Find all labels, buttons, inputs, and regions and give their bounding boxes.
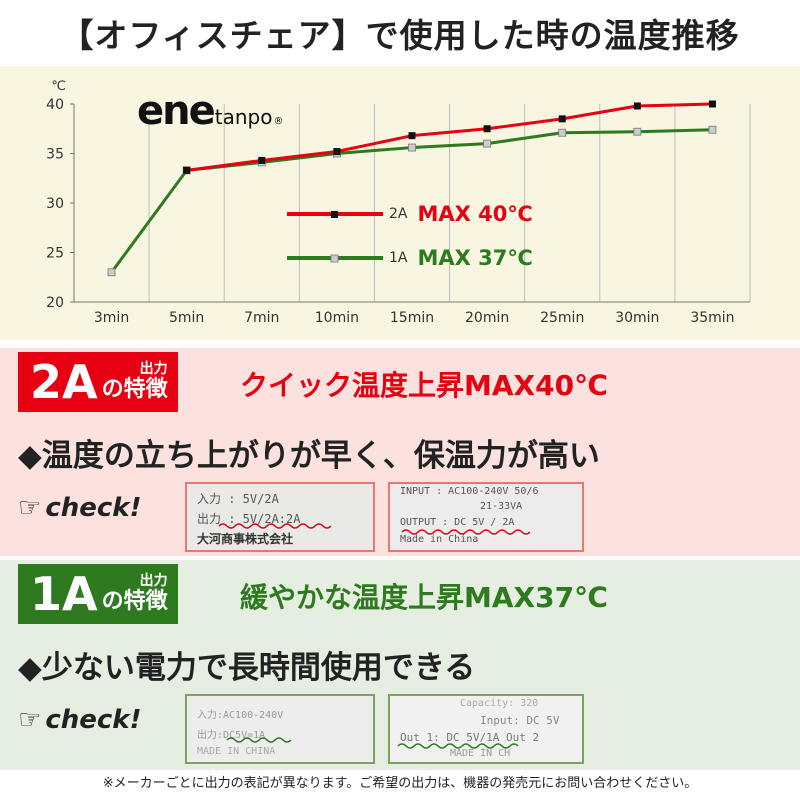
x-tick-label: 3min bbox=[94, 310, 129, 326]
wavy-underline bbox=[218, 523, 332, 529]
photo-2a-1-l1: 入力 : 5V/2A bbox=[197, 492, 279, 506]
legend-2a-max: MAX 40℃ bbox=[417, 202, 533, 226]
badge-1a-top: 出力 bbox=[139, 573, 168, 590]
data-point-2A bbox=[708, 100, 716, 108]
pointing-hand-icon: ☞ bbox=[18, 705, 42, 735]
photo-2a-1-l2: 出力 : 5V/2A:2A bbox=[197, 512, 301, 526]
y-tick-label: 20 bbox=[46, 295, 64, 311]
label-photo-2a-1: 入力 : 5V/2A 出力 : 5V/2A:2A 大河商事株式会社 bbox=[185, 482, 375, 552]
photo-2a-2-l1: INPUT : AC100-240V 50/6 bbox=[400, 486, 539, 497]
badge-2a: 2A 出力 の特徴 bbox=[18, 352, 178, 412]
x-tick-label: 35min bbox=[690, 310, 734, 326]
y-axis-unit: ℃ bbox=[51, 79, 66, 94]
x-tick-label: 20min bbox=[465, 310, 509, 326]
y-tick-label: 40 bbox=[46, 97, 64, 113]
footer-note: ※メーカーごとに出力の表記が異なります。ご希望の出力は、機器の発売元にお問い合わ… bbox=[102, 776, 698, 791]
check-label-1a: check! bbox=[45, 705, 142, 735]
photo-1a-2-l1: Capacity: 320 bbox=[460, 698, 539, 709]
data-point-2A bbox=[483, 125, 491, 133]
data-point-1A bbox=[483, 139, 492, 148]
badge-1a-big: 1A bbox=[30, 567, 98, 621]
logo-main: ene bbox=[137, 88, 216, 134]
enetanpo-logo: enetanpo® bbox=[137, 88, 283, 134]
y-tick-label: 35 bbox=[46, 147, 64, 163]
series-line-2A bbox=[186, 102, 713, 172]
label-photo-1a-2: Capacity: 320 Input: DC 5V Out 1: DC 5V/… bbox=[388, 694, 584, 764]
photo-2a-2-l3: OUTPUT : DC 5V / 2A bbox=[400, 517, 515, 528]
legend-1a-max: MAX 37℃ bbox=[417, 246, 533, 270]
legend-1a-name: 1A bbox=[389, 250, 408, 266]
badge-1a-bottom: の特徴 bbox=[101, 588, 168, 614]
chart-svg: 20 25 30 35 40 ℃ 3min 5min 7min 10min 15min 20min 25… bbox=[46, 79, 751, 326]
wavy-underline bbox=[401, 529, 531, 535]
photo-1a-2-l2: Input: DC 5V bbox=[480, 714, 560, 727]
data-point-2A bbox=[258, 156, 266, 164]
photo-1a-1-l3: MADE IN CHINA bbox=[197, 746, 276, 757]
section-1a: 1A 出力 の特徴 緩やかな温度上昇MAX37℃ ◆少ない電力で長時間使用できる… bbox=[0, 560, 800, 770]
photo-1a-1-l2: 出力:DC5V=1A bbox=[197, 730, 266, 741]
logo-sub: tanpo bbox=[214, 105, 273, 129]
wavy-underline bbox=[397, 743, 519, 749]
page-title: 【オフィスチェア】で使用した時の温度推移 bbox=[60, 16, 740, 55]
badge-2a-top: 出力 bbox=[139, 361, 168, 378]
label-photo-1a-1: 入力:AC100-240V 出力:DC5V=1A MADE IN CHINA bbox=[185, 694, 375, 764]
check-1a: ☞ check! bbox=[18, 705, 141, 735]
badge-2a-bottom: の特徴 bbox=[101, 376, 168, 402]
headline-2a: クイック温度上昇MAX40℃ bbox=[240, 369, 608, 402]
legend-2a: 2A MAX 40℃ bbox=[287, 202, 533, 226]
data-point-1A bbox=[408, 143, 416, 152]
section-2a: 2A 出力 の特徴 クイック温度上昇MAX40℃ ◆温度の立ち上がりが早く、保温… bbox=[0, 348, 800, 556]
data-point-2A bbox=[183, 166, 191, 174]
badge-2a-small: 出力 の特徴 bbox=[101, 361, 168, 402]
x-tick-label: 10min bbox=[315, 310, 359, 326]
x-tick-label: 30min bbox=[615, 310, 659, 326]
legend-2a-name: 2A bbox=[389, 206, 408, 222]
x-tick-label: 5min bbox=[169, 310, 204, 326]
data-point-2A bbox=[633, 102, 641, 110]
photo-1a-1-l1: 入力:AC100-240V bbox=[197, 710, 284, 721]
x-tick-label: 7min bbox=[244, 310, 279, 326]
data-point-2A bbox=[558, 115, 566, 123]
badge-2a-big: 2A bbox=[30, 355, 98, 409]
y-tick-label: 25 bbox=[46, 246, 64, 262]
x-tick-label: 15min bbox=[390, 310, 434, 326]
check-label-2a: check! bbox=[45, 493, 142, 523]
legend-1a-line bbox=[287, 254, 383, 263]
legend-1a: 1A MAX 37℃ bbox=[287, 246, 533, 270]
photo-2a-2-l2: 21-33VA bbox=[480, 501, 523, 512]
feature-1a: ◆少ない電力で長時間使用できる bbox=[18, 650, 476, 686]
label-photo-2a-2: INPUT : AC100-240V 50/6 21-33VA OUTPUT :… bbox=[388, 482, 584, 552]
logo-mark: ® bbox=[273, 116, 284, 127]
x-tick-label: 25min bbox=[540, 310, 584, 326]
photo-2a-1-l3: 大河商事株式会社 bbox=[197, 532, 294, 546]
legend-2a-line bbox=[287, 211, 383, 218]
headline-1a: 緩やかな温度上昇MAX37℃ bbox=[240, 581, 608, 614]
badge-1a: 1A 出力 の特徴 bbox=[18, 564, 178, 624]
wavy-underline bbox=[226, 737, 292, 743]
data-point-1A bbox=[708, 125, 717, 134]
badge-1a-small: 出力 の特徴 bbox=[101, 573, 168, 614]
y-tick-label: 30 bbox=[46, 196, 64, 212]
data-point-2A bbox=[333, 148, 341, 156]
data-point-1A bbox=[558, 128, 567, 137]
photo-1a-2-l4: MADE IN CH bbox=[450, 748, 511, 759]
temperature-chart: 20 25 30 35 40 ℃ 3min 5min 7min 10min 15min 20min 25… bbox=[0, 66, 800, 340]
check-2a: ☞ check! bbox=[18, 493, 141, 523]
photo-1a-2-l3: Out 1: DC 5V/1A Out 2 bbox=[400, 731, 540, 744]
pointing-hand-icon: ☞ bbox=[18, 493, 42, 523]
photo-2a-2-l4: Made in China bbox=[400, 534, 479, 545]
data-point-2A bbox=[408, 132, 416, 140]
data-point-1A bbox=[633, 127, 642, 136]
data-point-1A bbox=[107, 268, 116, 277]
feature-2a: ◆温度の立ち上がりが早く、保温力が高い bbox=[18, 438, 600, 474]
